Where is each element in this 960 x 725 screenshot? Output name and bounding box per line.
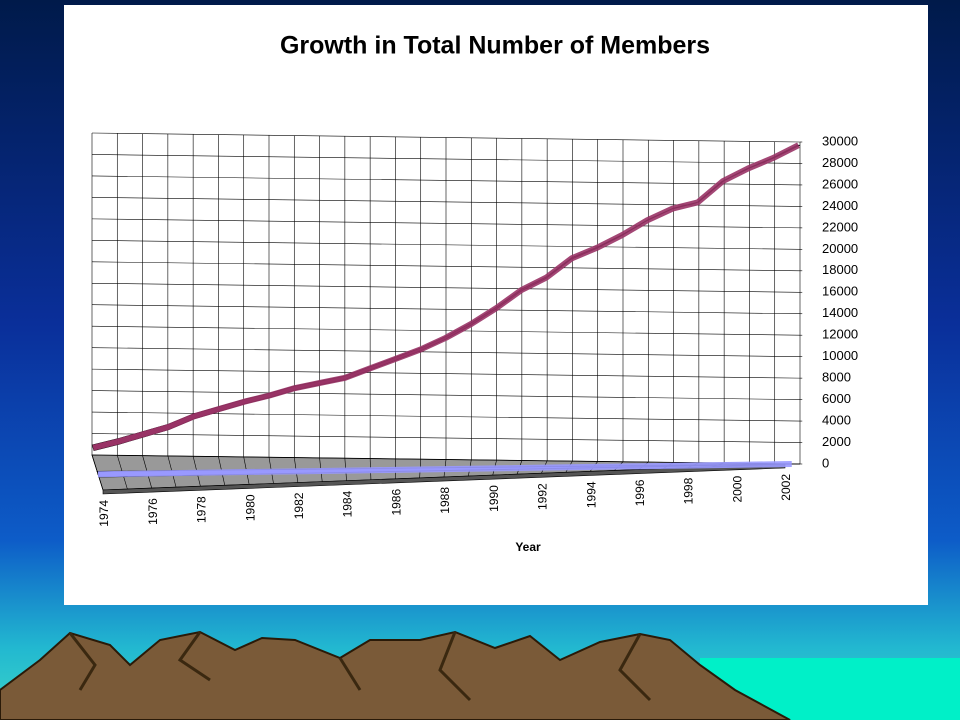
- x-tick-label: 1978: [195, 496, 209, 523]
- y-tick-label: 6000: [822, 391, 851, 406]
- x-tick-label: 1996: [633, 479, 647, 506]
- y-tick-label: 28000: [822, 155, 858, 170]
- y-tick-label: 0: [822, 455, 829, 470]
- y-tick-label: 18000: [822, 262, 858, 277]
- x-tick-label: 1986: [389, 489, 403, 516]
- y-tick-label: 10000: [822, 348, 858, 363]
- x-tick-label: 1974: [97, 500, 111, 527]
- x-tick-label: 2002: [779, 474, 793, 501]
- x-axis-title: Year: [515, 540, 541, 554]
- y-tick-label: 26000: [822, 176, 858, 191]
- x-tick-label: 1982: [292, 492, 306, 519]
- y-tick-label: 20000: [822, 241, 858, 256]
- x-tick-label: 1980: [243, 494, 257, 521]
- y-tick-label: 14000: [822, 305, 858, 320]
- y-tick-label: 30000: [822, 133, 858, 148]
- x-tick-label: 1976: [146, 498, 160, 525]
- y-tick-label: 24000: [822, 198, 858, 213]
- x-tick-label: 1992: [536, 483, 550, 510]
- y-tick-label: 4000: [822, 413, 851, 428]
- x-tick-label: 2000: [730, 476, 744, 503]
- x-tick-label: 1998: [682, 477, 696, 504]
- chart-title: Growth in Total Number of Members: [280, 32, 710, 60]
- x-tick-label: 1994: [584, 481, 598, 508]
- y-tick-label: 16000: [822, 284, 858, 299]
- x-tick-label: 1990: [487, 485, 501, 512]
- x-tick-label: 1988: [438, 487, 452, 514]
- y-tick-label: 8000: [822, 370, 851, 385]
- y-tick-label: 22000: [822, 219, 858, 234]
- x-tick-label: 1984: [341, 490, 355, 517]
- y-tick-label: 2000: [822, 434, 851, 449]
- y-tick-label: 12000: [822, 327, 858, 342]
